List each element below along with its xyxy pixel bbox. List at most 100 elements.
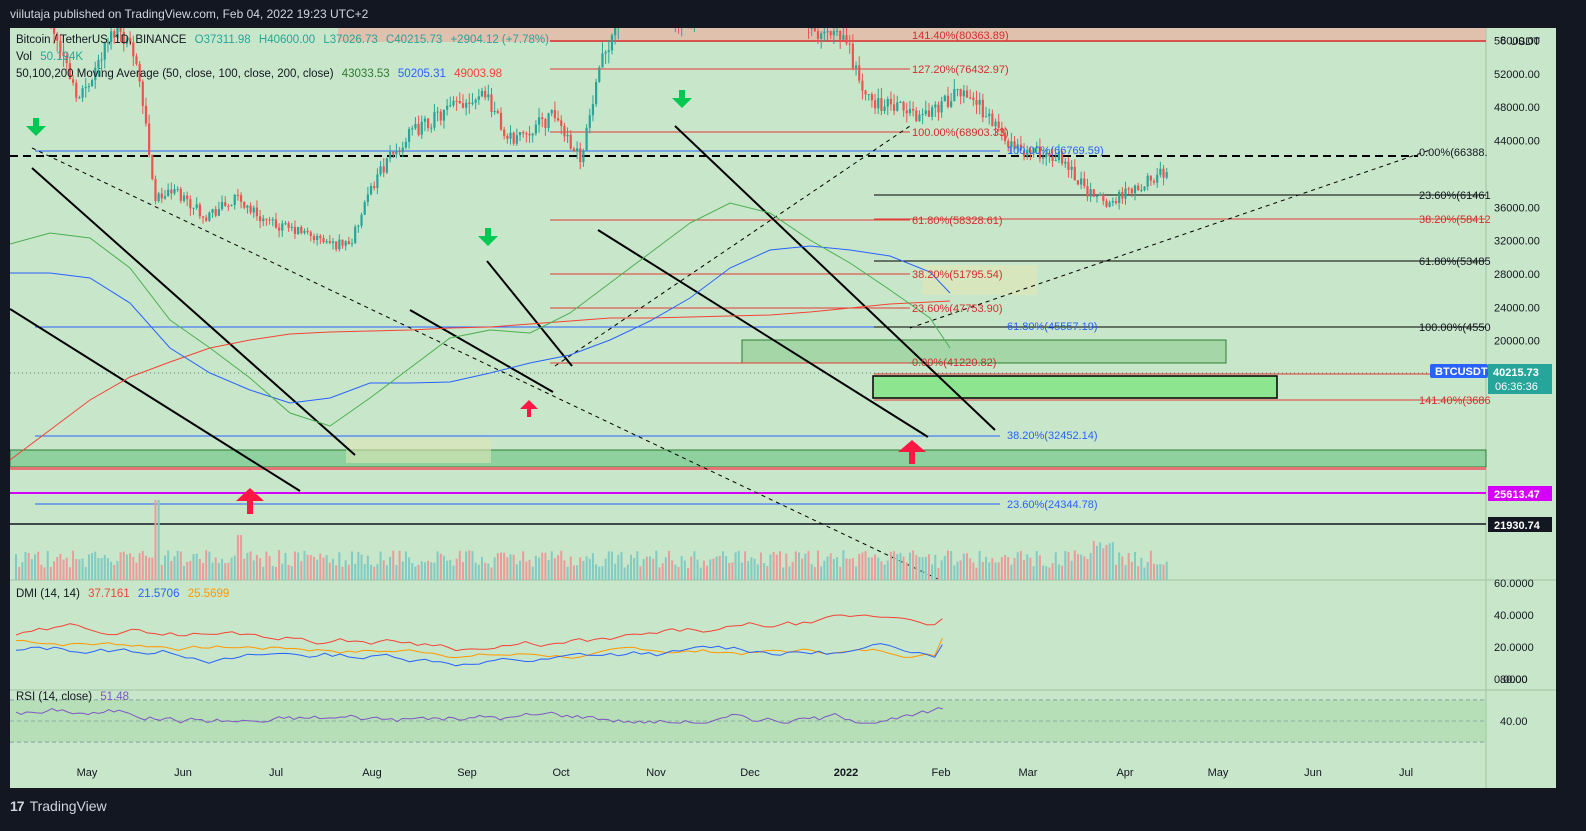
volume-bar <box>1121 556 1124 580</box>
volume-bar <box>772 551 775 580</box>
volume-bar <box>553 558 556 580</box>
candle-body <box>1045 153 1048 158</box>
volume-bar <box>24 551 27 580</box>
candle-body <box>56 33 59 41</box>
volume-bar <box>1095 545 1098 580</box>
price-axis[interactable]: 76000.0072000.0068000.0064000.0060000.00… <box>1494 2 1540 381</box>
trendline-1 <box>9 308 301 492</box>
volume-bar <box>699 567 702 580</box>
candle-body <box>350 243 354 245</box>
fib-blue-label-236: 23.60%(24344.78) <box>1007 499 1098 511</box>
candle-body <box>579 148 582 163</box>
volume-bar <box>766 566 769 580</box>
candle-body <box>892 104 896 111</box>
volume-bar <box>509 554 512 580</box>
candle-body <box>471 102 474 104</box>
volume-bar <box>471 551 474 580</box>
candle-body <box>537 117 541 125</box>
chart-area[interactable]: 141.40%(80363.89) 127.20%(76432.97) 100.… <box>9 0 1556 788</box>
volume-bar <box>401 561 404 580</box>
candle-body <box>550 110 553 114</box>
volume-bar <box>550 551 553 580</box>
rsi-legend[interactable]: RSI (14, close) 51.48 <box>16 691 134 703</box>
chart-svg[interactable]: 141.40%(80363.89) 127.20%(76432.97) 100.… <box>9 0 1556 788</box>
volume-bar <box>709 559 712 580</box>
volume-bar <box>1035 551 1038 580</box>
candle-body <box>582 150 585 163</box>
dmi-label: DMI (14, 14) <box>16 588 80 600</box>
candle-body <box>953 89 956 102</box>
volume-bar <box>461 562 464 580</box>
volume-bar <box>617 554 620 580</box>
volume-bar <box>972 562 975 580</box>
month-label: Jul <box>1399 767 1413 779</box>
volume-bar <box>721 551 724 580</box>
time-axis[interactable]: May Jun Jul Aug Sep Oct Nov Dec 2022 Feb Mar Apr May… <box>77 767 1413 779</box>
volume-bar <box>519 560 522 580</box>
volume-bar <box>151 557 154 580</box>
volume-bar <box>832 559 835 580</box>
volume-bar <box>946 550 949 580</box>
candle-body <box>902 101 905 111</box>
volume-bar <box>531 566 534 580</box>
volume-bar <box>205 550 208 580</box>
ohlc-close: C40215.73 <box>385 34 443 46</box>
volume-bar <box>870 557 873 580</box>
price-tick-label: 44000.00 <box>1494 136 1540 148</box>
volume-bar <box>1156 564 1159 580</box>
volume-bar <box>423 562 426 580</box>
volume-bar <box>224 563 227 580</box>
volume-bar <box>125 554 128 580</box>
fib-label-618: 61.80%(58328.61) <box>912 215 1003 227</box>
candle-body <box>946 95 950 107</box>
candle-body <box>1080 178 1083 185</box>
volume-bar <box>21 562 24 580</box>
volume-legend[interactable]: Vol 50.194K <box>16 51 88 63</box>
candle-body <box>978 99 981 105</box>
candle-body <box>243 201 246 208</box>
candle-body <box>940 101 943 113</box>
volume-bar <box>452 565 455 580</box>
volume-bar <box>398 550 401 580</box>
volume-bar <box>1086 559 1089 580</box>
sell-arrow-apr <box>26 118 46 136</box>
symbol-legend[interactable]: Bitcoin / TetherUS, 1D, BINANCE O37311.9… <box>16 34 554 46</box>
candle-body <box>1035 146 1038 148</box>
volume-bar <box>214 557 217 580</box>
candle-body <box>572 148 576 152</box>
price-tick-label: 32000.00 <box>1494 236 1540 248</box>
candle-body <box>816 31 820 39</box>
volume-bar <box>217 562 220 580</box>
candle-body <box>325 241 328 243</box>
volume-bar <box>1073 550 1076 580</box>
volume-bar <box>316 559 319 580</box>
trendline-4 <box>486 260 573 367</box>
volume-bar <box>1048 567 1051 580</box>
candle-body <box>427 118 430 129</box>
volume-bar <box>465 551 468 580</box>
ma-legend[interactable]: 50,100,200 Moving Average (50, close, 10… <box>16 68 507 80</box>
candle-body <box>442 109 446 121</box>
volume-bar <box>75 558 78 580</box>
volume-bar <box>969 558 972 580</box>
volume-bar <box>585 556 588 580</box>
dmi-legend[interactable]: DMI (14, 14) 37.7161 21.5706 25.5699 <box>16 588 234 600</box>
volume-bar <box>525 561 528 580</box>
volume-bar <box>56 557 59 580</box>
volume-bar <box>848 558 851 580</box>
candle-body <box>1026 149 1029 157</box>
month-label: Dec <box>740 767 760 779</box>
candle-body <box>97 60 100 68</box>
volume-bar <box>49 566 52 580</box>
candle-body <box>170 189 173 194</box>
candle-body <box>163 196 167 199</box>
volume-bar <box>712 558 715 580</box>
volume-bar <box>591 553 594 580</box>
resistance-box-42k <box>741 339 1227 364</box>
volume-bar <box>255 554 258 580</box>
candle-body <box>931 107 934 117</box>
tradingview-logo[interactable]: 17 TradingView <box>10 798 107 814</box>
candle-body <box>433 112 436 128</box>
volume-bar <box>135 562 138 580</box>
candle-body <box>867 94 870 96</box>
